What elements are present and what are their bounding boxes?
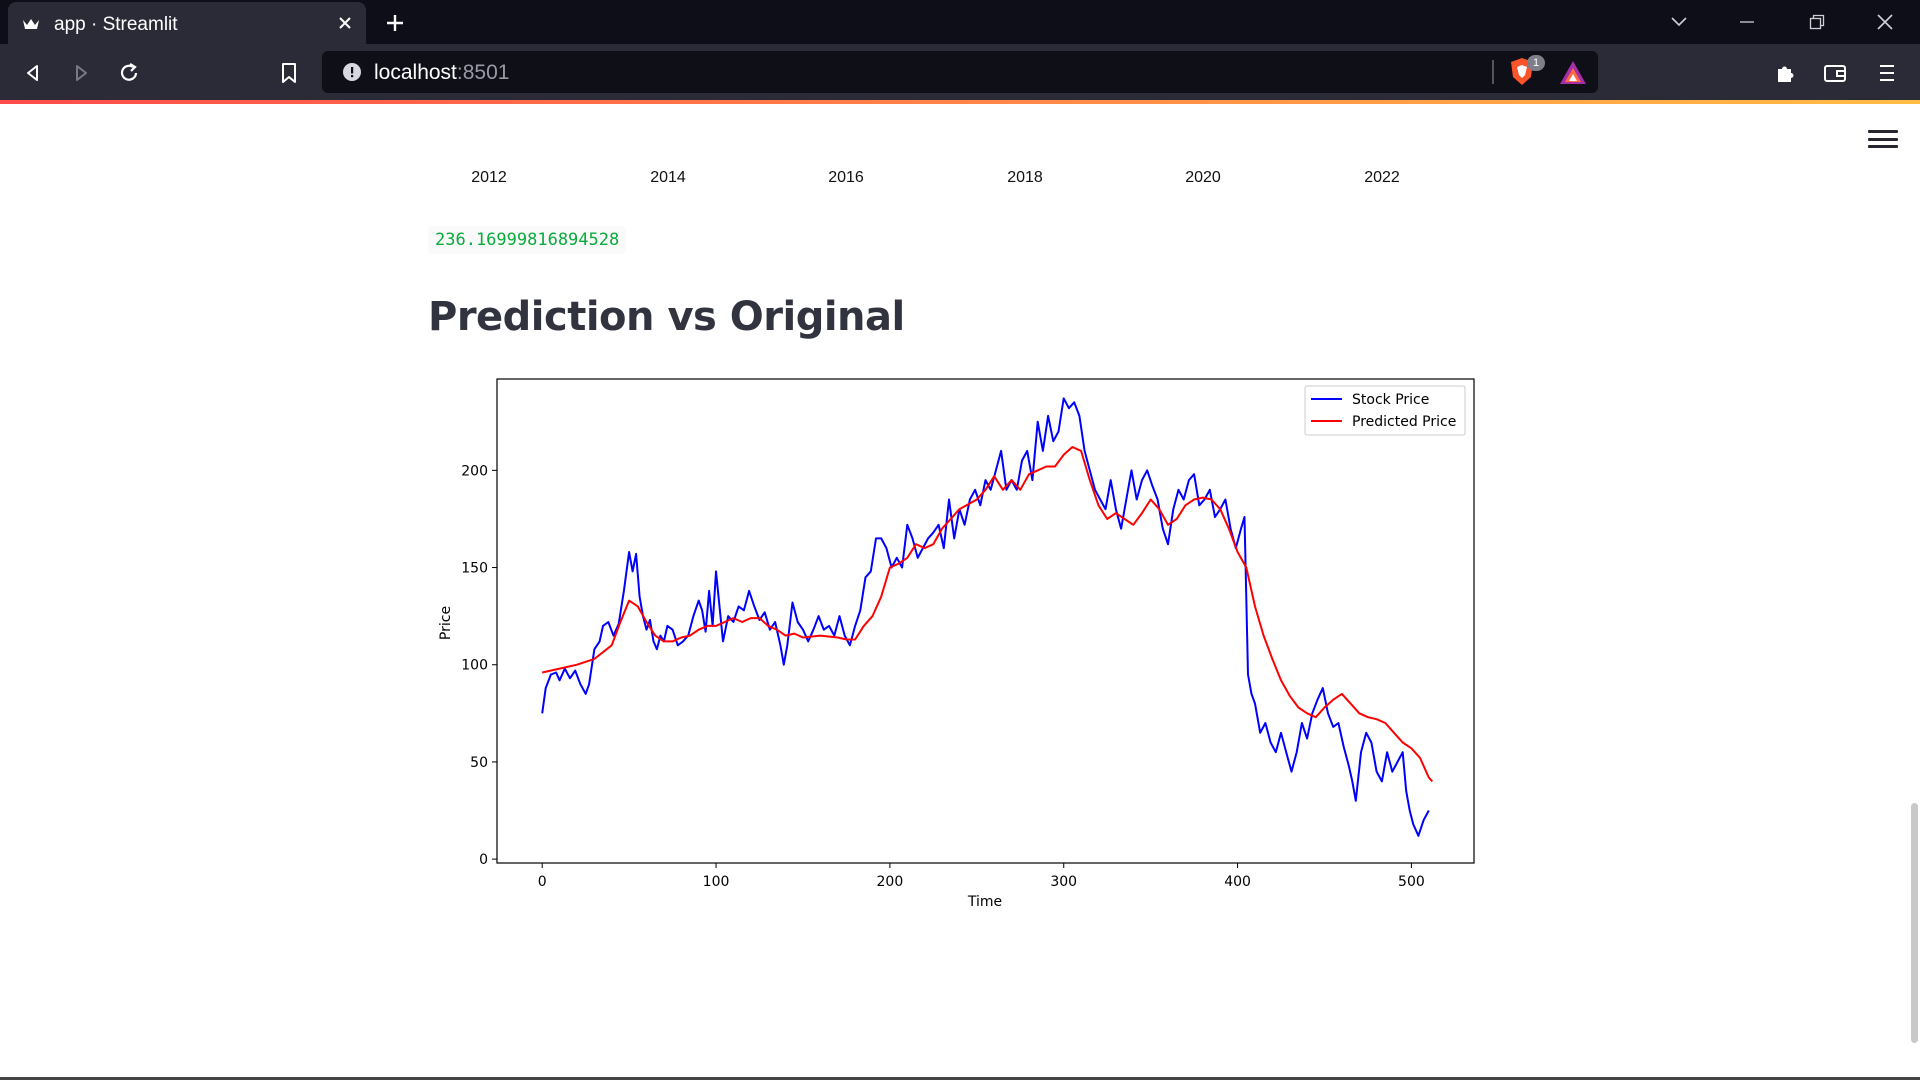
url-separator xyxy=(1492,60,1494,84)
tab-search-chevron-icon[interactable] xyxy=(1664,8,1694,36)
wallet-icon[interactable] xyxy=(1820,58,1850,88)
reload-icon[interactable] xyxy=(114,58,144,88)
brave-rewards-icon[interactable] xyxy=(1558,59,1588,87)
value-output: 236.16999816894528 xyxy=(428,226,627,254)
back-icon[interactable] xyxy=(18,58,48,88)
y-tick-label: 150 xyxy=(461,561,488,577)
plot-frame xyxy=(496,378,1475,864)
browser-toolbar: localhost:8501 1 xyxy=(0,44,1920,100)
url-host: localhost xyxy=(374,61,457,84)
x-axis-label: Time xyxy=(967,894,1002,910)
y-axis-label: Price xyxy=(438,606,454,640)
y-tick-label: 100 xyxy=(461,658,488,674)
legend: Stock Price Predicted Price xyxy=(1304,385,1466,436)
tab-title: app · Streamlit xyxy=(54,14,178,35)
x-tick-label: 0 xyxy=(538,874,547,890)
extensions-icon[interactable] xyxy=(1770,58,1800,88)
restore-icon[interactable] xyxy=(1802,8,1832,36)
minimize-icon[interactable] xyxy=(1732,8,1762,36)
year-tick-label: 2016 xyxy=(828,169,864,186)
forward-icon[interactable] xyxy=(66,58,96,88)
x-tick-label: 500 xyxy=(1398,874,1425,890)
year-tick-label: 2022 xyxy=(1364,169,1400,186)
x-tick-label: 300 xyxy=(1050,874,1077,890)
close-tab-icon[interactable] xyxy=(332,10,358,36)
year-tick-label: 2012 xyxy=(471,169,507,186)
y-tick-label: 200 xyxy=(461,463,488,479)
year-tick-label: 2018 xyxy=(1007,169,1043,186)
scrollbar-thumb[interactable] xyxy=(1911,803,1918,1043)
series-lines xyxy=(541,397,1434,837)
stock-price-line xyxy=(541,397,1430,837)
shield-count-badge: 1 xyxy=(1527,55,1545,71)
predicted-price-line xyxy=(541,446,1434,783)
y-axis: 0 50 100 150 200 xyxy=(461,463,497,868)
y-tick-label: 0 xyxy=(479,852,488,868)
legend-label-stock-price: Stock Price xyxy=(1352,392,1429,408)
x-axis: 0 100 200 300 400 500 xyxy=(538,863,1425,890)
y-tick-label: 50 xyxy=(470,755,488,771)
legend-label-predicted-price: Predicted Price xyxy=(1352,414,1456,430)
legend-box xyxy=(1304,385,1466,436)
streamlit-decoration-bar xyxy=(0,100,1920,104)
browser-tab-strip: app · Streamlit xyxy=(0,0,1920,44)
x-tick-label: 100 xyxy=(703,874,730,890)
url-port: :8501 xyxy=(456,61,510,84)
site-info-icon[interactable] xyxy=(342,62,362,82)
bookmark-icon[interactable] xyxy=(274,58,304,88)
url-text: localhost:8501 xyxy=(374,61,509,85)
new-tab-icon[interactable] xyxy=(380,8,410,38)
streamlit-crown-icon xyxy=(20,13,42,35)
browser-tab[interactable]: app · Streamlit xyxy=(8,2,366,44)
prediction-vs-original-chart: 0 50 100 150 200 0 100 200 300 400 500 Time Price… xyxy=(438,378,1475,910)
x-tick-label: 400 xyxy=(1224,874,1251,890)
browser-menu-icon[interactable] xyxy=(1872,58,1902,88)
year-tick-label: 2020 xyxy=(1185,169,1221,186)
window-bottom-edge xyxy=(0,1077,1920,1080)
year-tick-label: 2014 xyxy=(650,169,686,186)
x-tick-label: 200 xyxy=(877,874,904,890)
close-window-icon[interactable] xyxy=(1870,8,1900,36)
address-bar[interactable]: localhost:8501 1 xyxy=(322,51,1598,93)
streamlit-main-menu-icon[interactable] xyxy=(1868,126,1898,152)
section-title: Prediction vs Original xyxy=(428,294,905,340)
